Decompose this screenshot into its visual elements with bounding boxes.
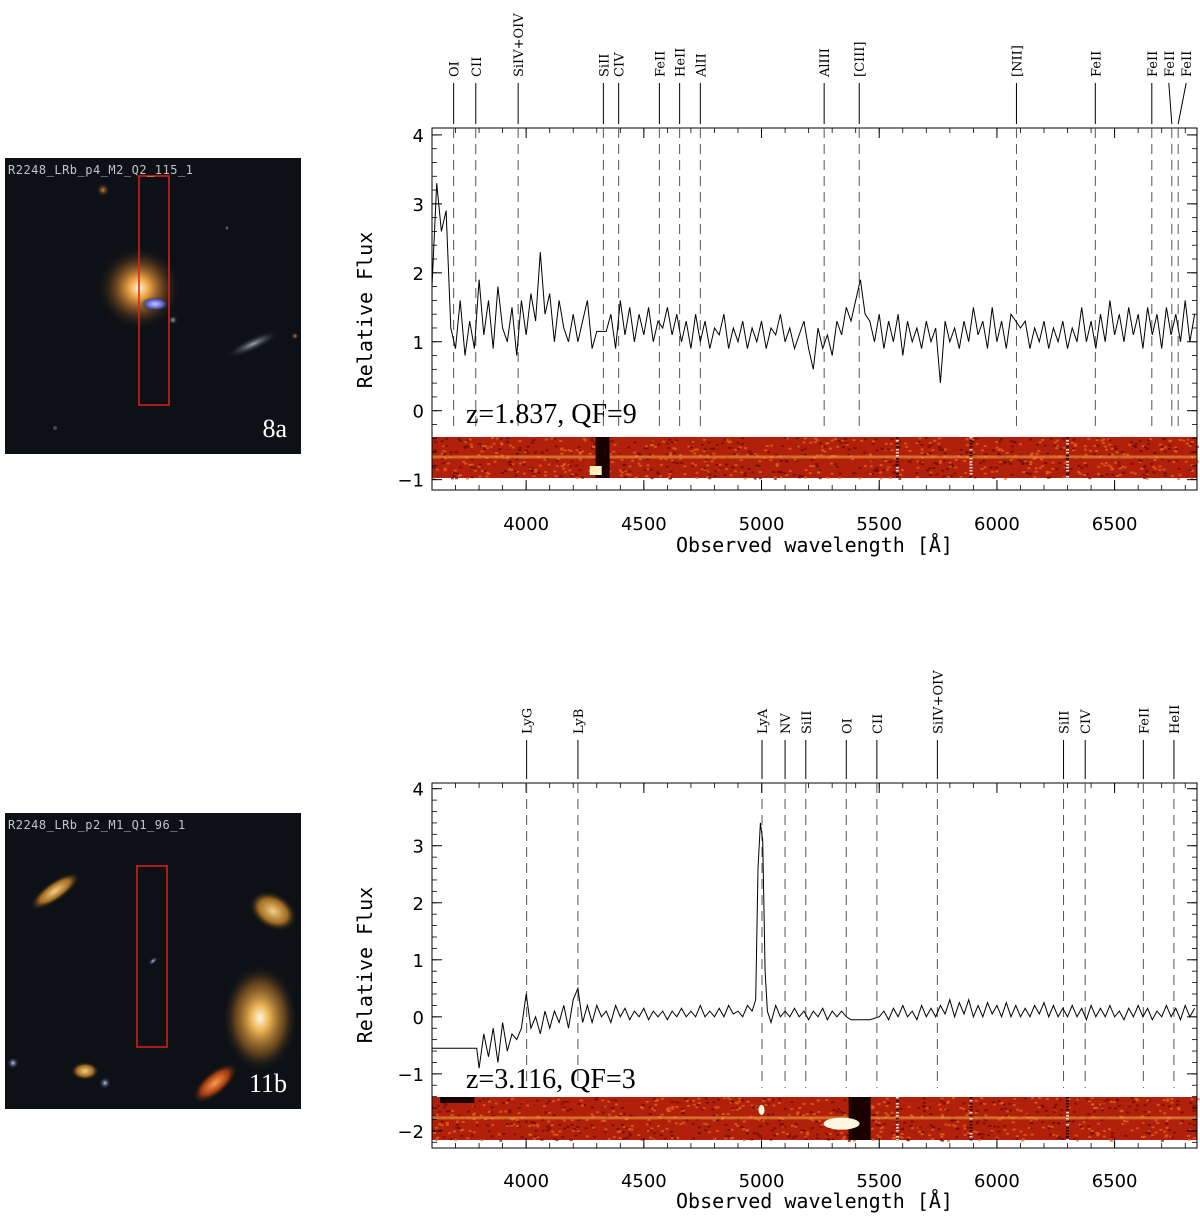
thumbnail-tag: 11b [248,1069,287,1098]
slit-box [136,865,168,1048]
thumbnail-image [53,175,299,430]
x-tick-label: 5000 [739,1171,785,1192]
line-label: AlII [694,53,709,78]
line-label: FeII [1146,51,1161,77]
line-marker-leader [1177,82,1187,125]
slit-box [138,175,170,406]
thumbnail-label: R2248_LRb_p2_M1_Q1_96_1 [8,818,186,832]
x-tick-label: 4500 [621,514,667,535]
line-label: SiII [1058,711,1073,734]
y-tick-label: −1 [397,1065,424,1086]
spectrum-line [431,183,1196,384]
y-tick-label: 0 [413,1008,424,1029]
line-marker-leader [1168,82,1173,125]
x-tick-label: 6000 [974,514,1020,535]
line-label: [NII] [1010,45,1025,77]
thumbnail-11b: R2248_LRb_p2_M1_Q1_96_1 11b [5,813,301,1109]
thumbnail-8a: R2248_LRb_p4_M2_Q2_115_1 8a [5,158,301,454]
y-tick-label: 3 [413,837,424,858]
line-label: OI [448,61,463,77]
line-label: CII [871,714,886,734]
thumbnail-label: R2248_LRb_p4_M2_Q2_115_1 [8,163,194,177]
line-label: CIV [613,52,628,77]
line-label: HeII [674,48,689,77]
y-tick-label: −1 [397,471,424,492]
spectrum-2d-strip [432,437,1199,480]
y-tick-label: 4 [413,780,424,801]
y-tick-label: 4 [413,126,424,147]
x-tick-label: 4000 [503,1171,549,1192]
y-tick-label: 2 [413,894,424,915]
line-label: SiIV+OIV [512,13,527,77]
x-axis-label: Observed wavelength [Å] [676,1189,953,1213]
redshift-annotation: z=1.837, QF=9 [466,399,637,430]
line-label: AlIII [818,48,833,78]
line-label: CIV [1079,709,1094,734]
x-tick-label: 6500 [1092,1171,1138,1192]
line-label: SiIV+OIV [931,670,946,734]
line-label: FeII [653,51,668,77]
x-tick-label: 6500 [1092,514,1138,535]
x-tick-label: 5500 [856,1171,902,1192]
line-label: SiII [800,711,815,734]
y-tick-label: 1 [413,951,424,972]
x-tick-label: 4000 [503,514,549,535]
y-tick-label: 3 [413,195,424,216]
y-axis-label: Relative Flux [353,232,377,389]
line-label: CII [470,57,485,77]
line-label: FeII [1163,51,1178,77]
line-label: LyA [756,708,771,734]
y-tick-label: −2 [397,1122,424,1143]
line-label: HeII [1168,705,1183,734]
y-axis-label: Relative Flux [353,887,377,1044]
line-label: FeII [1089,51,1104,77]
line-label: OI [840,718,855,734]
thumbnail-tag: 8a [262,414,287,443]
line-label: SiII [597,54,612,77]
x-axis-label: Observed wavelength [Å] [676,533,953,557]
line-label: FeII [1180,51,1195,77]
line-label: LyG [521,708,536,734]
y-tick-label: 0 [413,402,424,423]
y-tick-label: 2 [413,264,424,285]
line-label: [CIII] [853,42,868,78]
plot-frame [431,127,1198,491]
line-label: LyB [572,709,587,734]
spectrum-2d-strip [432,1097,1200,1142]
redshift-annotation: z=3.116, QF=3 [466,1064,636,1095]
x-tick-label: 4500 [621,1171,667,1192]
x-tick-label: 5500 [856,514,902,535]
plot-frame [431,782,1198,1149]
thumbnail-image [7,865,298,1104]
spectrum-line [432,822,1196,1069]
line-label: FeII [1137,708,1152,734]
line-label: NV [779,713,794,734]
y-tick-label: 1 [413,333,424,354]
spectrum-chart-1: −1 0 1 2 3 4 4000 4500 5000 5500 6000 6500 Observed … [353,13,1199,557]
x-tick-label: 5000 [739,514,785,535]
x-tick-label: 6000 [974,1171,1020,1192]
